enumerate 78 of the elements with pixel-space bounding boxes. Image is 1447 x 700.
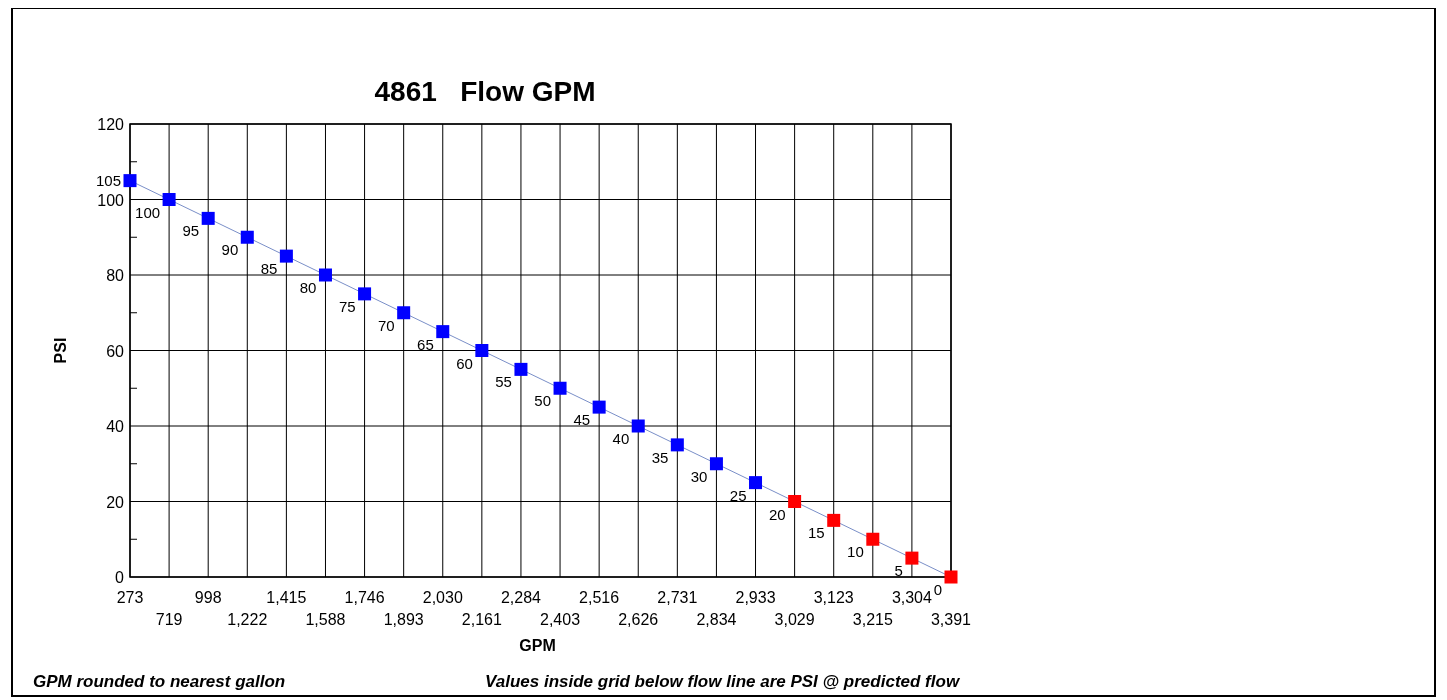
y-tick-label: 120 — [97, 116, 125, 133]
x-tick-label: 2,933 — [735, 589, 776, 606]
x-tick-label: 3,215 — [852, 611, 893, 628]
point — [436, 325, 450, 339]
data-label: 75 — [338, 297, 356, 315]
x-tick-label: 273 — [116, 589, 144, 606]
data-label: 85 — [260, 260, 278, 278]
data-label: 5 — [894, 562, 903, 580]
y-tick-label: 60 — [106, 342, 125, 360]
y-axis-title: PSI — [52, 337, 69, 364]
point — [670, 438, 684, 452]
x-tick-label: 998 — [194, 589, 222, 606]
x-tick-label: 2,731 — [657, 589, 698, 606]
data-label: 60 — [456, 354, 473, 372]
point — [905, 551, 919, 565]
point — [201, 211, 215, 225]
data-label: 30 — [690, 467, 708, 485]
data-label: 0 — [933, 581, 942, 598]
data-label: 25 — [729, 486, 747, 504]
data-label: 40 — [612, 430, 630, 447]
data-label: 15 — [808, 524, 825, 542]
data-label: 45 — [573, 411, 591, 429]
text: GPM rounded to nearest gallon — [33, 672, 286, 691]
point — [358, 287, 372, 301]
x-tick-label: 1,746 — [344, 589, 385, 606]
point — [279, 249, 293, 263]
text: Values inside grid below flow line are PSI @ predicted flow — [485, 672, 961, 691]
data-label: 100 — [135, 203, 161, 221]
y-tick-label: 20 — [106, 493, 125, 511]
y-tick-label: 40 — [106, 418, 125, 435]
point — [553, 381, 567, 395]
x-tick-label: 1,415 — [266, 589, 307, 606]
point — [866, 532, 880, 546]
point — [318, 268, 332, 282]
point — [944, 570, 958, 584]
point — [709, 457, 723, 471]
point — [788, 495, 802, 508]
x-tick-label: 2,626 — [618, 611, 659, 628]
x-tick-label: 3,123 — [813, 589, 854, 606]
data-label: 65 — [417, 335, 434, 353]
data-label: 35 — [651, 448, 669, 466]
x-tick-label: 1,588 — [305, 611, 346, 628]
x-tick-label: 2,030 — [422, 589, 463, 606]
point — [592, 400, 606, 414]
y-tick-label: 80 — [106, 267, 125, 284]
x-tick-label: 3,029 — [774, 611, 815, 628]
x-tick-label: 2,284 — [500, 589, 542, 606]
data-label: 50 — [534, 392, 552, 410]
point — [240, 230, 254, 244]
data-label: 90 — [221, 241, 239, 259]
data-label: 95 — [182, 222, 200, 240]
data-label: 55 — [495, 373, 512, 391]
x-tick-label: 2,403 — [540, 611, 581, 628]
data-label: 70 — [377, 316, 395, 334]
point — [397, 306, 411, 320]
point — [123, 174, 137, 188]
point — [514, 362, 528, 376]
y-tick-label: 100 — [97, 191, 125, 209]
x-tick-label: 1,222 — [227, 611, 268, 628]
point — [162, 193, 176, 206]
point — [475, 344, 489, 357]
data-label: 105 — [95, 171, 121, 189]
point — [631, 419, 645, 433]
x-tick-label: 719 — [155, 611, 183, 628]
x-tick-label: 2,516 — [579, 589, 620, 606]
x-tick-label: 1,893 — [383, 611, 424, 628]
data-label: 20 — [768, 505, 786, 523]
x-tick-label: 2,834 — [696, 611, 737, 628]
data-label: 80 — [299, 279, 317, 296]
x-axis-title: GPM — [519, 637, 556, 654]
x-tick-label: 3,304 — [891, 589, 933, 606]
y-tick-label: 0 — [115, 569, 125, 586]
chart-title: 4861 Flow GPM — [374, 76, 596, 107]
point — [749, 476, 763, 490]
x-tick-label: 2,161 — [461, 611, 502, 628]
data-label: 10 — [847, 543, 864, 561]
x-tick-label: 3,391 — [930, 611, 972, 628]
point — [827, 513, 841, 527]
